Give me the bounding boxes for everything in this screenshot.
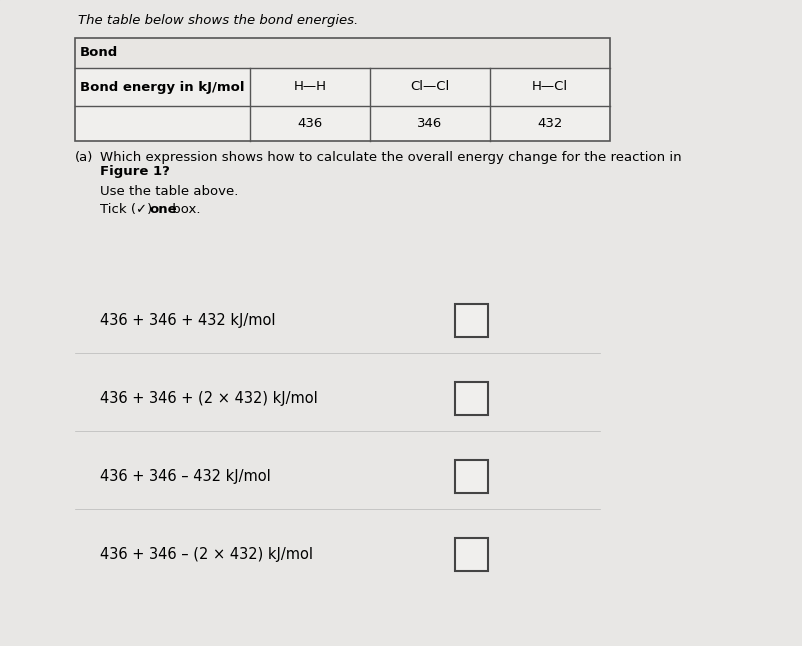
Bar (370, 106, 490, 141)
Bar (75, 38, 610, 141)
Text: Tick (✓): Tick (✓) (100, 203, 156, 216)
Text: 432: 432 (537, 117, 563, 130)
Text: 436: 436 (298, 117, 322, 130)
Bar (455, 537, 488, 570)
Text: 436 + 346 + (2 × 432) kJ/mol: 436 + 346 + (2 × 432) kJ/mol (100, 390, 318, 406)
Bar (250, 68, 370, 106)
Bar (455, 459, 488, 492)
Text: The table below shows the bond energies.: The table below shows the bond energies. (78, 14, 358, 27)
Text: 346: 346 (417, 117, 443, 130)
Bar (75, 106, 250, 141)
Text: Figure 1?: Figure 1? (100, 165, 170, 178)
Bar (250, 106, 370, 141)
Bar (455, 382, 488, 415)
Text: one: one (149, 203, 177, 216)
Text: Which expression shows how to calculate the overall energy change for the reacti: Which expression shows how to calculate … (100, 151, 682, 164)
Text: H—Cl: H—Cl (532, 81, 568, 94)
Bar (75, 38, 610, 68)
Bar (490, 68, 610, 106)
Bar (455, 304, 488, 337)
Text: Use the table above.: Use the table above. (100, 185, 238, 198)
Bar (75, 68, 250, 106)
Bar (370, 68, 490, 106)
Bar (75, 38, 610, 141)
Text: (a): (a) (75, 151, 93, 164)
Text: H—H: H—H (294, 81, 326, 94)
Text: 436 + 346 – (2 × 432) kJ/mol: 436 + 346 – (2 × 432) kJ/mol (100, 547, 313, 561)
Bar (490, 106, 610, 141)
Text: 436 + 346 + 432 kJ/mol: 436 + 346 + 432 kJ/mol (100, 313, 276, 328)
Text: Bond energy in kJ/mol: Bond energy in kJ/mol (80, 81, 245, 94)
Text: box.: box. (168, 203, 200, 216)
Text: Cl—Cl: Cl—Cl (411, 81, 450, 94)
Text: 436 + 346 – 432 kJ/mol: 436 + 346 – 432 kJ/mol (100, 468, 271, 483)
Text: Bond: Bond (80, 47, 118, 59)
